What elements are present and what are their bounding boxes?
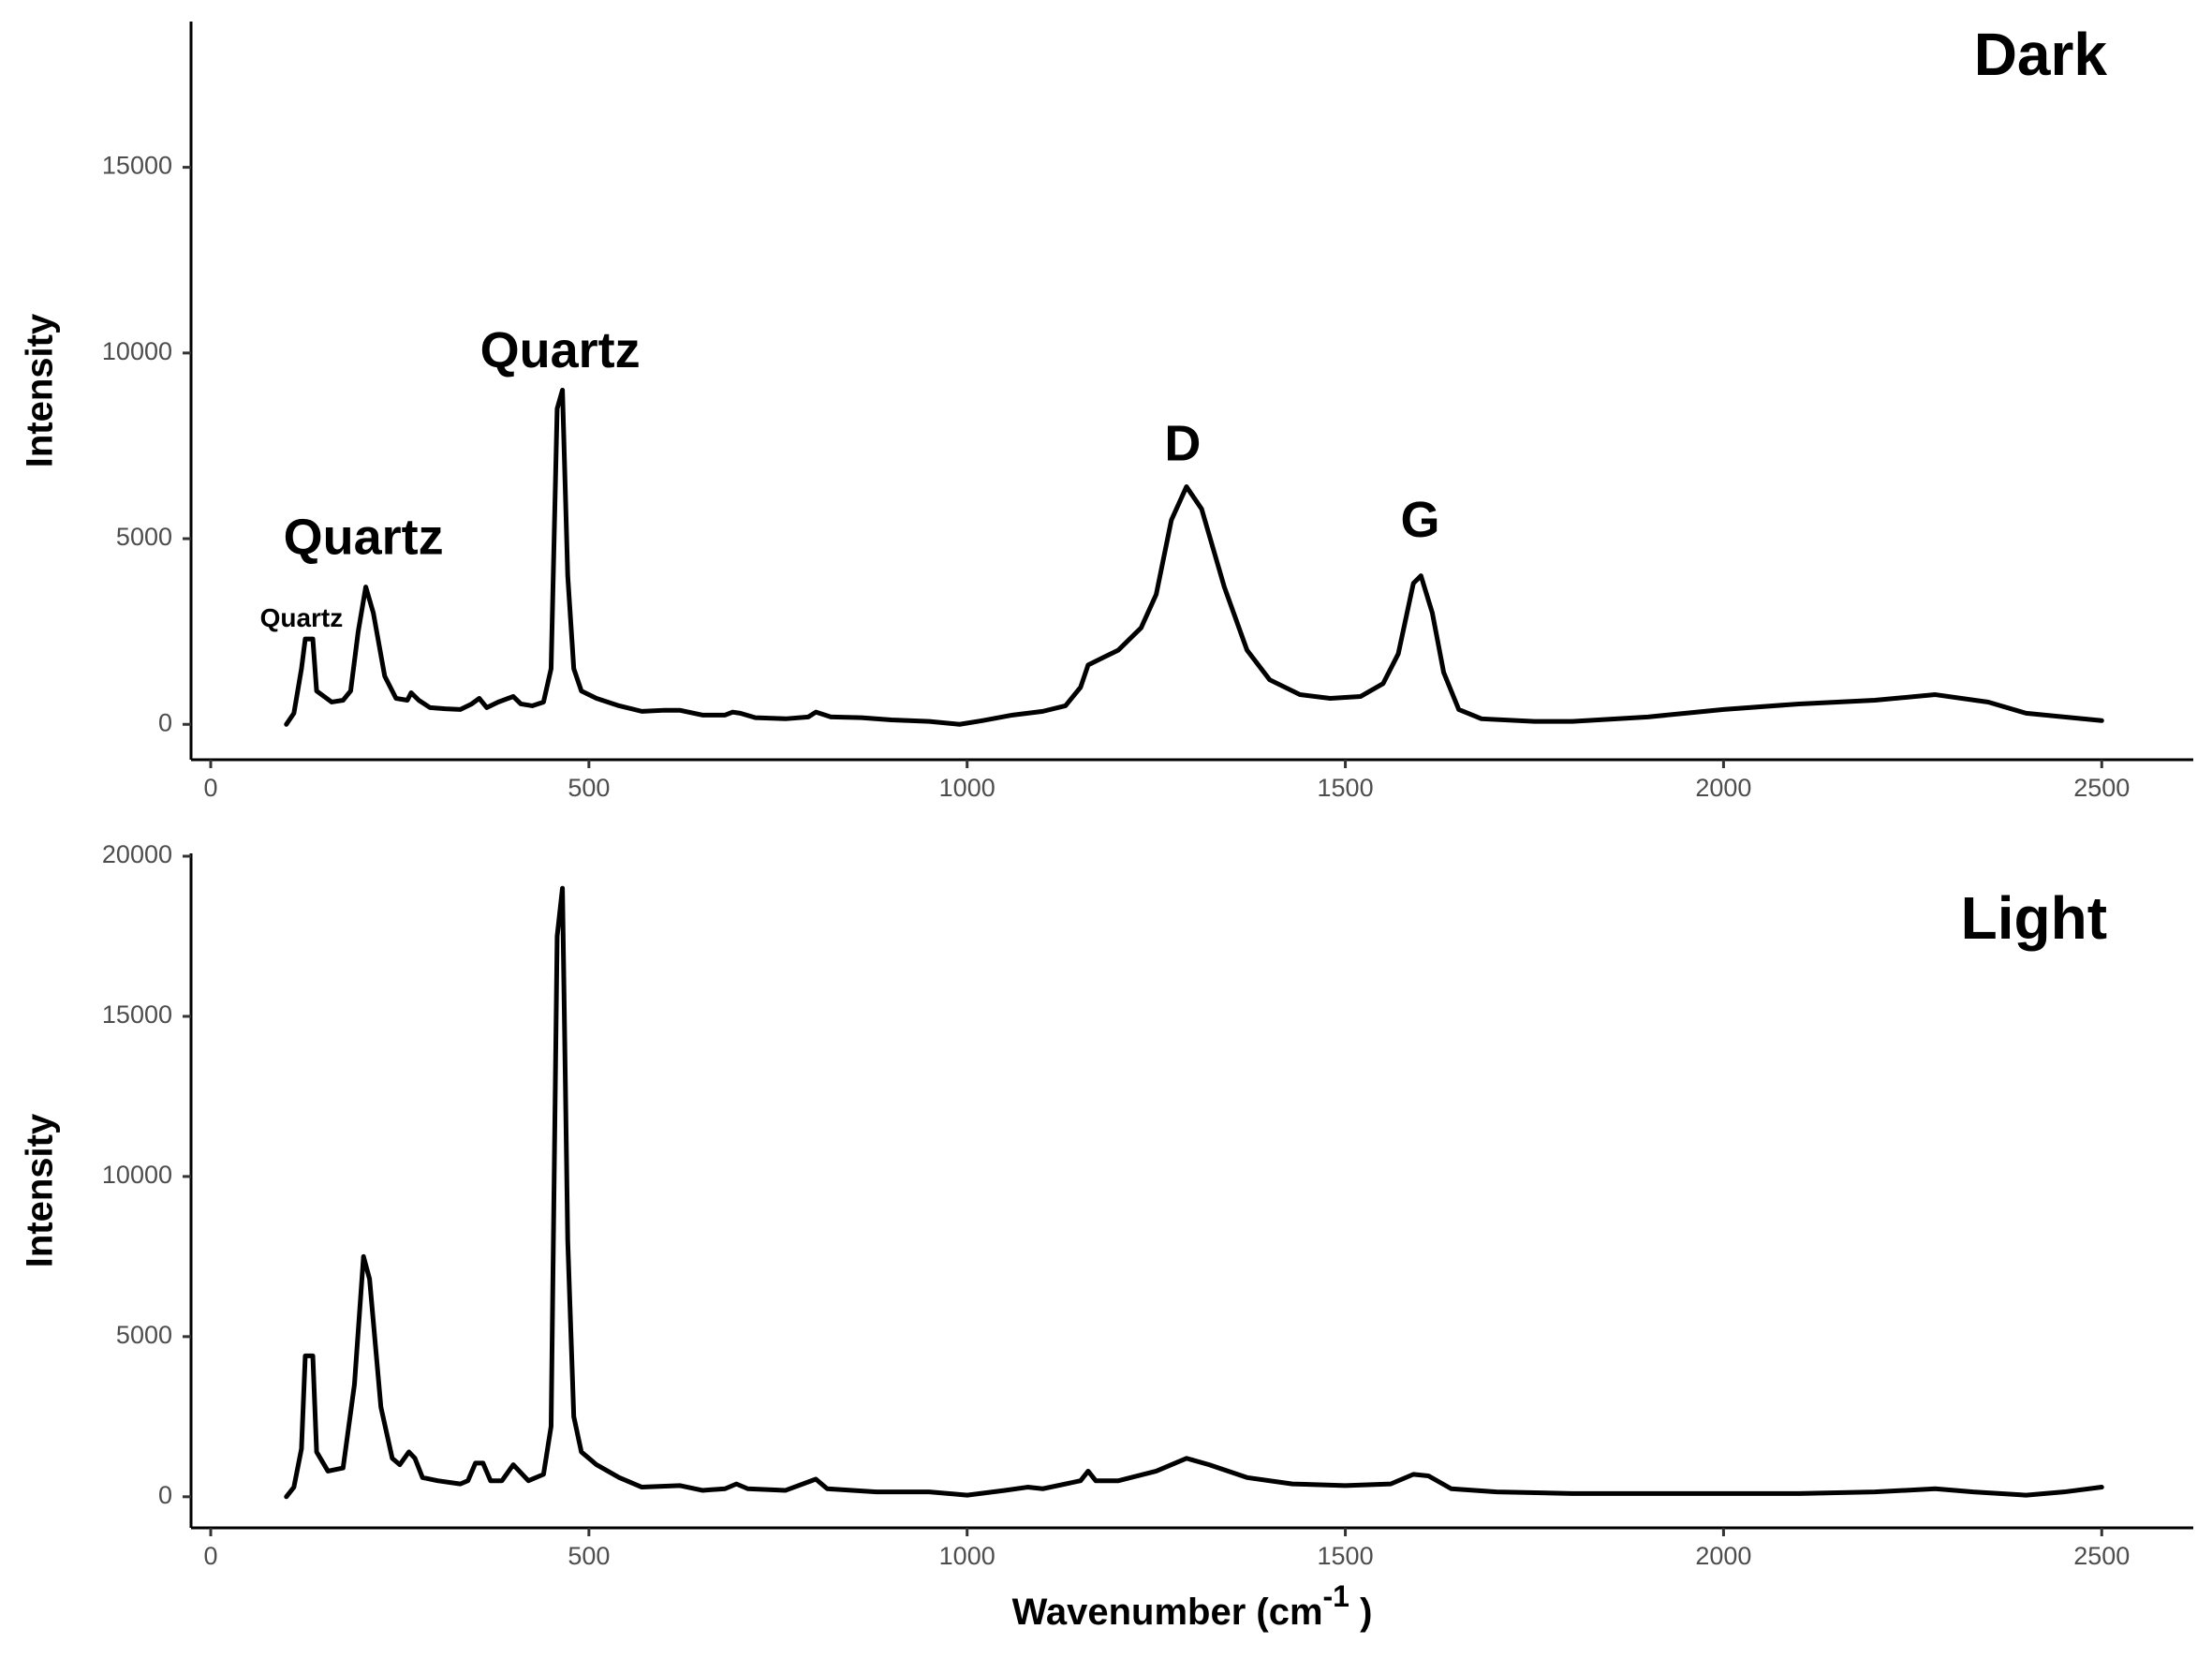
y-axis-title: Intensity	[20, 313, 61, 467]
x-tick-label: 500	[568, 1542, 610, 1570]
peak-annotation: Quartz	[284, 509, 444, 565]
x-axis-title-sup: -1	[1323, 1579, 1349, 1613]
y-tick-label: 10000	[102, 337, 172, 365]
x-tick-label: 2500	[2073, 774, 2130, 802]
x-tick-label: 2000	[1695, 1542, 1751, 1570]
y-axis-title: Intensity	[20, 1113, 61, 1267]
x-tick-label: 0	[203, 1542, 217, 1570]
peak-annotation: D	[1164, 416, 1201, 472]
x-axis-title-suffix: )	[1349, 1592, 1372, 1633]
spectrum-line	[284, 387, 2104, 727]
x-tick-label: 0	[203, 774, 217, 802]
y-tick-label: 0	[158, 1481, 172, 1509]
x-tick-label: 2000	[1695, 774, 1751, 802]
peak-annotation: G	[1401, 492, 1440, 548]
y-tick-label: 15000	[102, 152, 172, 180]
y-tick-label: 0	[158, 708, 172, 736]
x-tick-label: 500	[568, 774, 610, 802]
panel-label: Light	[1961, 884, 2107, 952]
spectrum-line	[284, 885, 2104, 1500]
y-tick-label: 5000	[116, 1321, 172, 1349]
y-tick-label: 5000	[116, 523, 172, 551]
x-tick-label: 2500	[2073, 1542, 2130, 1570]
y-tick-label: 20000	[102, 840, 172, 868]
x-tick-label: 1000	[939, 774, 995, 802]
peak-annotation: Quartz	[480, 322, 641, 378]
panel-label: Dark	[1974, 21, 2108, 88]
y-tick-label: 10000	[102, 1161, 172, 1189]
x-tick-label: 1000	[939, 1542, 995, 1570]
x-axis-title: Wavenumber (cm-1 )	[1012, 1579, 1373, 1632]
x-tick-label: 1500	[1318, 1542, 1374, 1570]
x-axis-title-text: Wavenumber (cm	[1012, 1592, 1323, 1633]
y-tick-label: 15000	[102, 1000, 172, 1029]
x-tick-label: 1500	[1318, 774, 1374, 802]
peak-annotation: Quartz	[260, 603, 344, 632]
